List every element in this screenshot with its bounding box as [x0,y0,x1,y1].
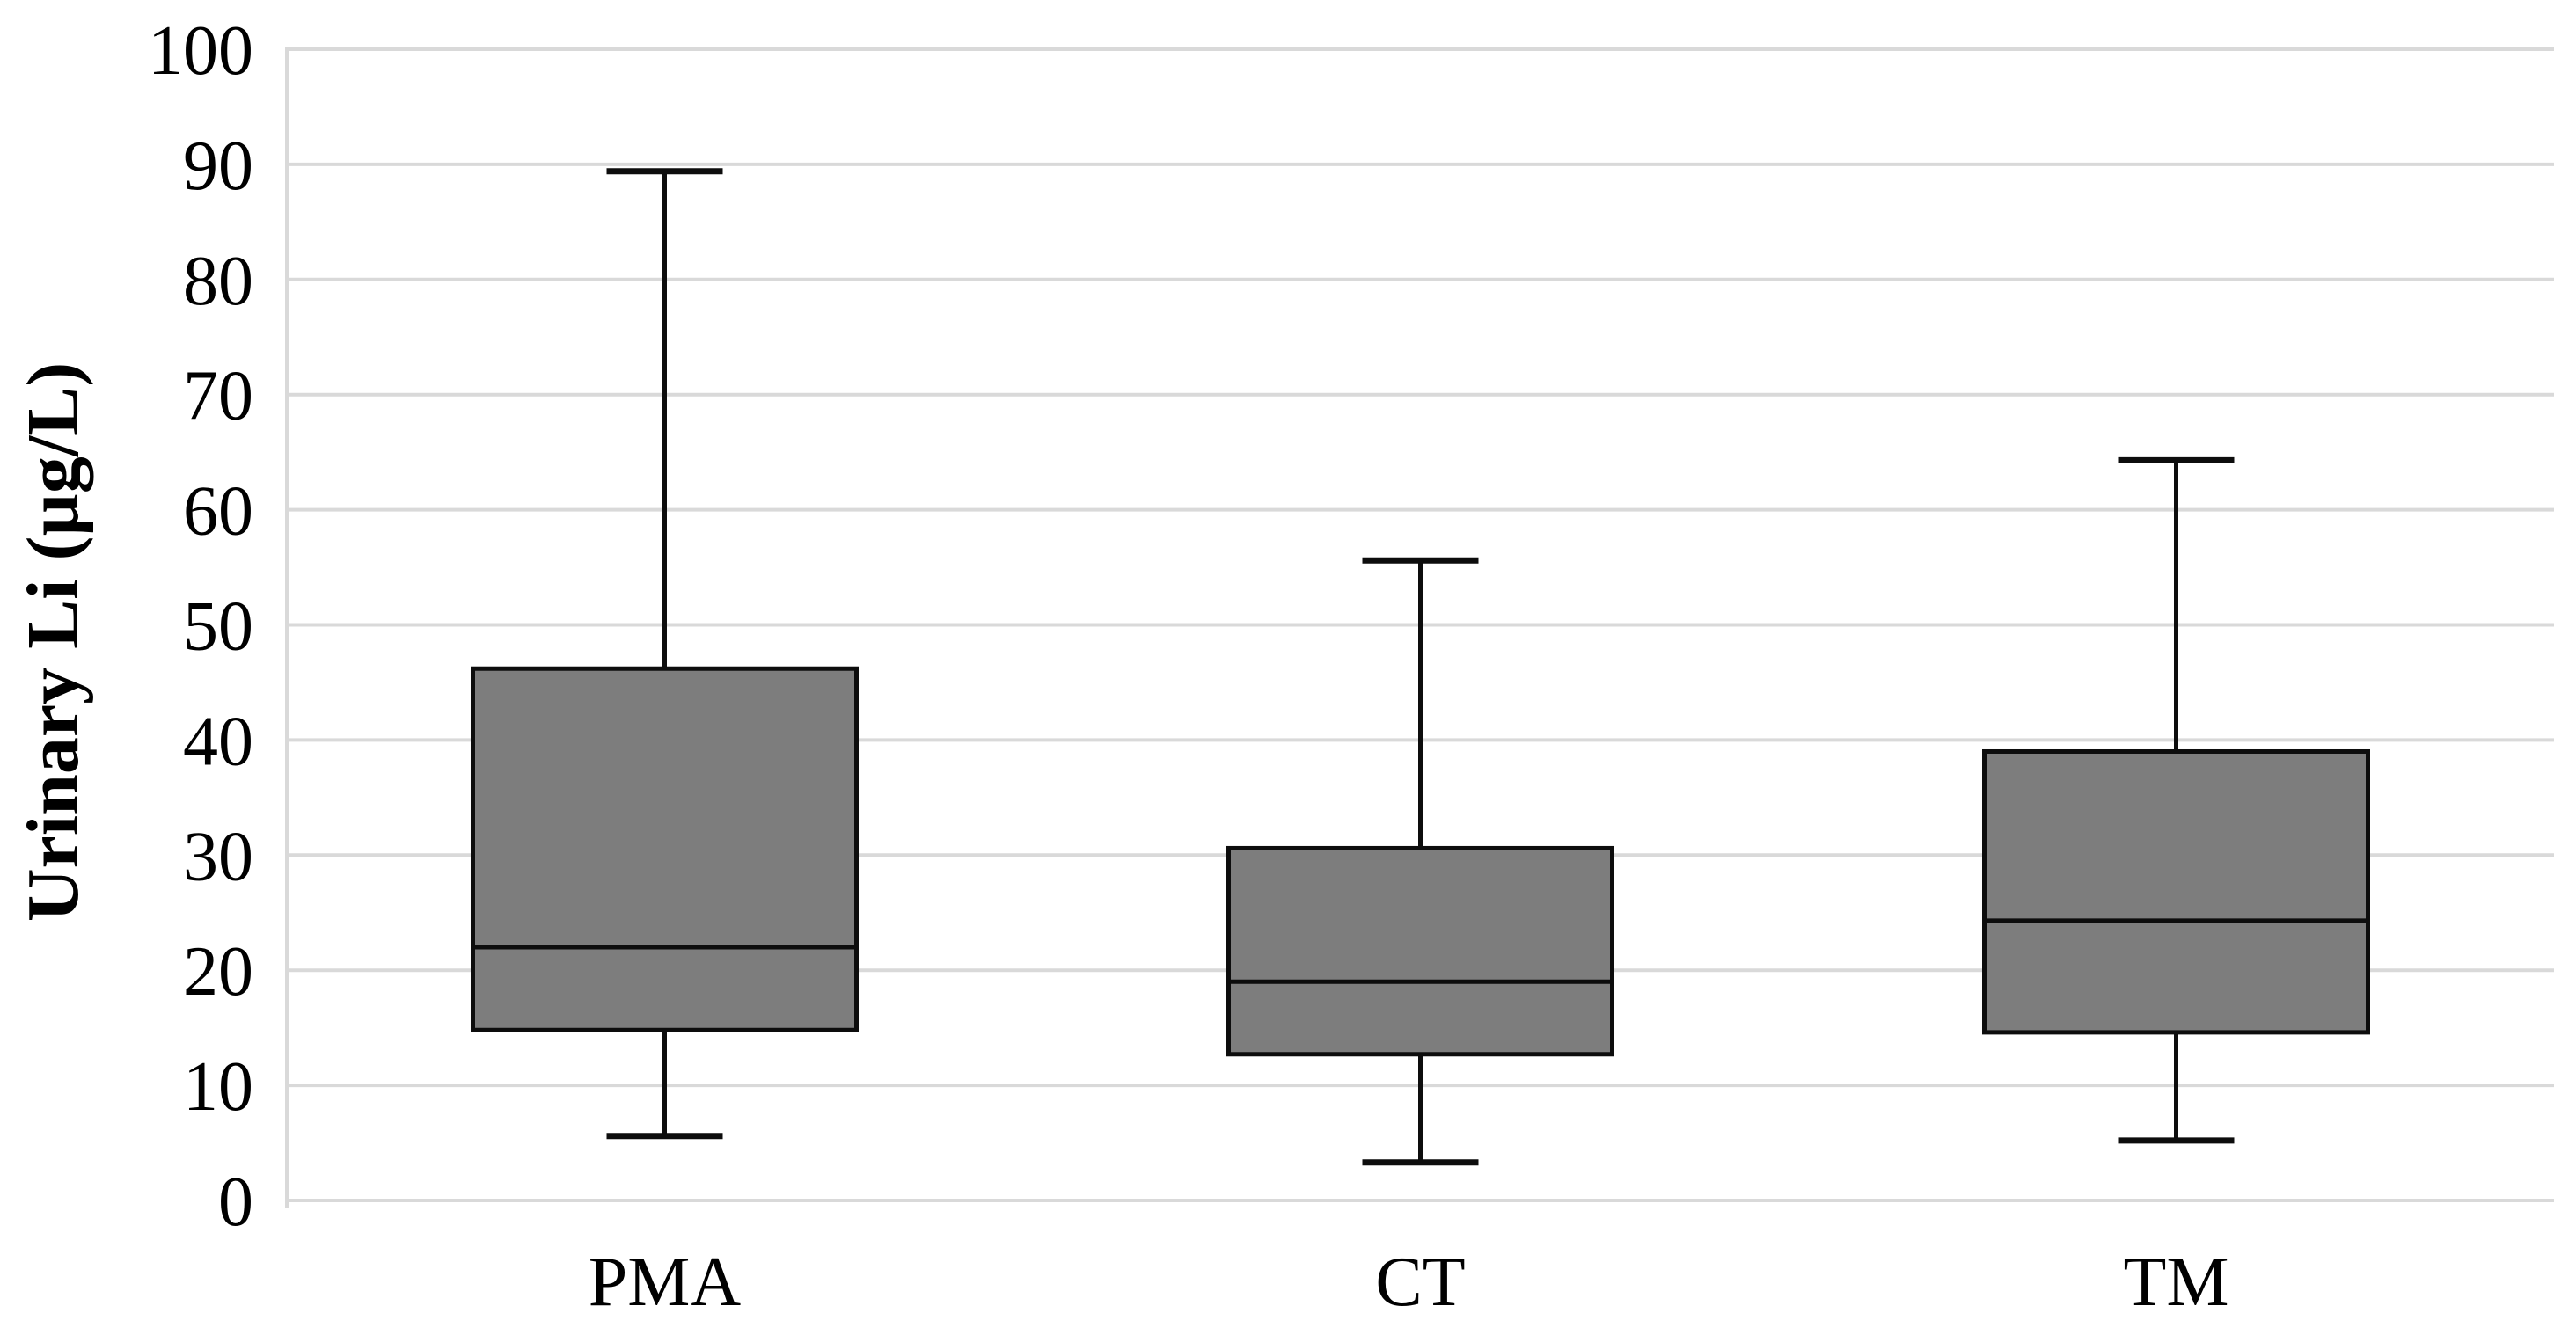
y-tick-label-0: 0 [218,1164,253,1241]
y-tick-label-10: 10 [183,1048,253,1126]
box-group-PMA [471,168,859,1140]
iqr-box-TM [1982,748,2370,1035]
box-group-CT [1226,557,1614,1166]
y-tick-label-20: 20 [183,933,253,1011]
y-tick-label-90: 90 [183,128,253,205]
category-label-TM: TM [2124,1244,2229,1321]
y-tick-label-30: 30 [183,818,253,895]
y-tick-label-80: 80 [183,243,253,320]
y-tick-label-50: 50 [183,588,253,666]
y-axis-title: Urinary Li (µg/L) [12,362,94,922]
y-tick-label-60: 60 [183,473,253,551]
y-tick-label-40: 40 [183,703,253,780]
iqr-box-CT [1226,845,1614,1057]
category-label-PMA: PMA [589,1244,742,1321]
y-tick-label-70: 70 [183,358,253,435]
y-tick-labels-layer: 0 10 20 30 40 50 60 70 80 90 100 [148,12,253,1241]
iqr-box-PMA [471,666,859,1032]
y-tick-label-100: 100 [148,12,253,90]
category-labels-layer: PMA CT TM [589,1244,2229,1321]
category-label-CT: CT [1375,1244,1465,1321]
box-series-layer [471,168,2370,1166]
box-group-TM [1982,456,2370,1144]
